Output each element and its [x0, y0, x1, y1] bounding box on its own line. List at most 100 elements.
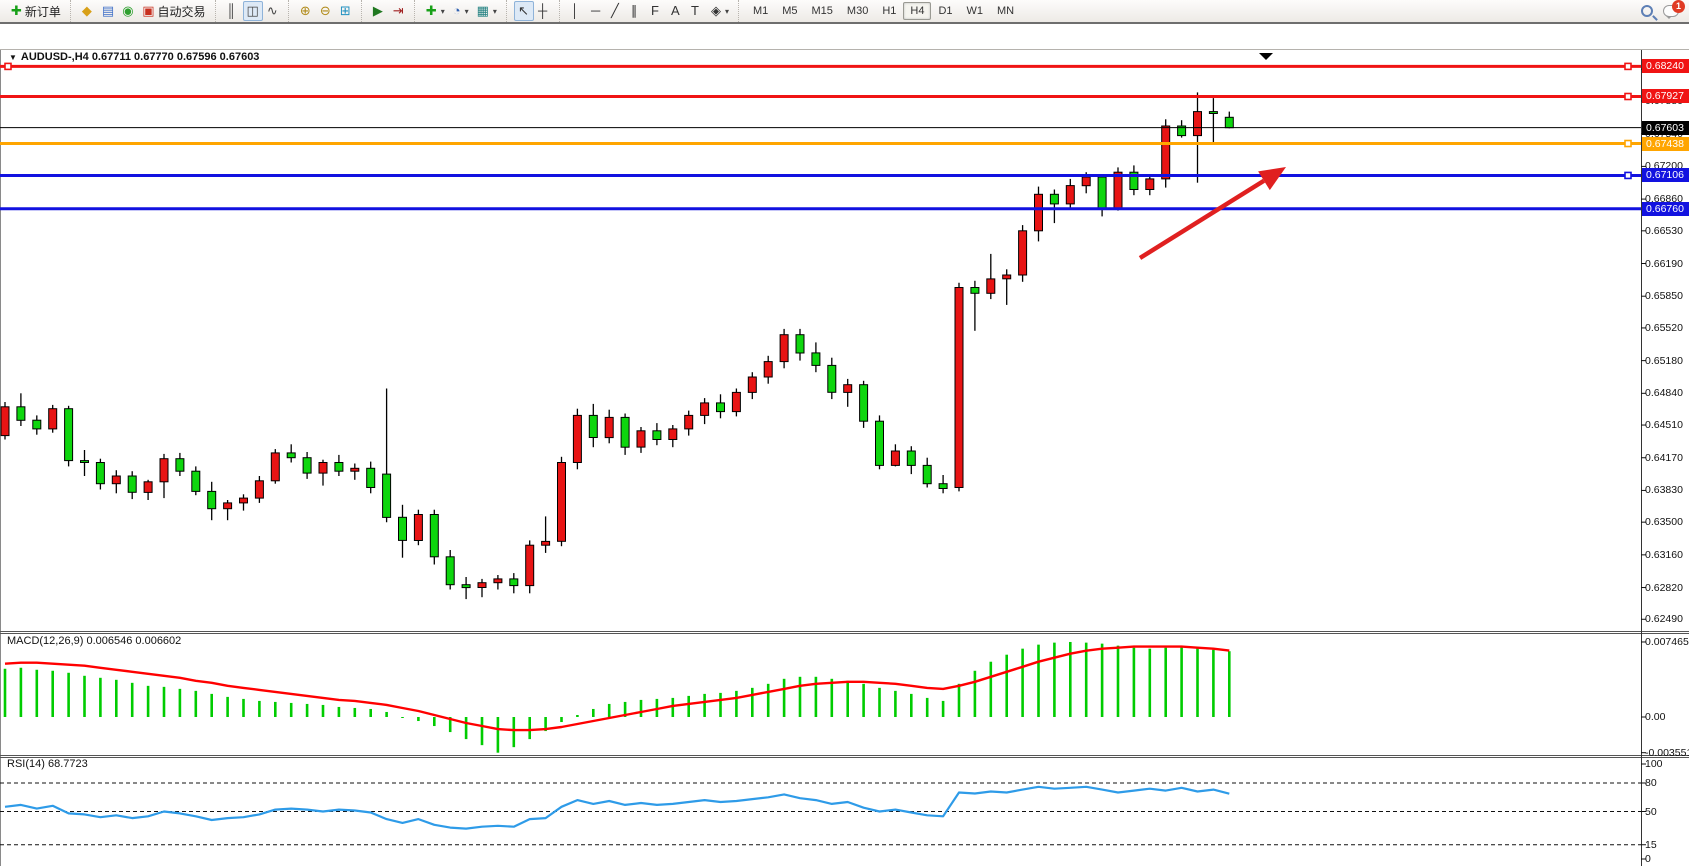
- text-icon[interactable]: A: [667, 1, 687, 21]
- chart-plot-area[interactable]: [0, 24, 1689, 866]
- macd-bar: [464, 717, 468, 740]
- candle-bull: [1002, 274, 1012, 280]
- zoom-in-icon[interactable]: ⊕: [296, 1, 316, 21]
- macd-bar: [1084, 642, 1088, 717]
- candle-bear: [938, 483, 948, 490]
- data-window-icon[interactable]: ▤: [98, 1, 118, 21]
- toolbar-groups: ✚ 新订单 ◆ ▤ ◉ ▣ 自动交易 ║ ◫ ∿ ⊕ ⊖ ⊞ ▶ ⇥ ✚ ▾ ◔ ▾ ▦ ▾ ↖ ┼ │ ─ ╱ ∥ F A T ◈ ▾: [0, 0, 738, 22]
- price-scale-tick: 0.64170: [1645, 451, 1683, 464]
- bar-chart-icon[interactable]: ║: [223, 1, 243, 21]
- arrows-tool-icon[interactable]: ◈ ▾: [707, 1, 733, 21]
- macd-bar: [448, 717, 452, 733]
- candle-bear: [906, 450, 916, 466]
- macd-bar: [1228, 651, 1231, 717]
- price-label-0.67603: 0.67603: [1642, 120, 1689, 135]
- candle-bear: [382, 473, 392, 518]
- templates-icon[interactable]: ▦ ▾: [473, 1, 501, 21]
- hline-handle-0.67106[interactable]: [1624, 171, 1632, 180]
- auto-trading-button[interactable]: ▣ 自动交易: [138, 1, 209, 21]
- search-icon[interactable]: [1641, 5, 1653, 17]
- candle-bear: [875, 420, 884, 466]
- indicators-icon[interactable]: ✚ ▾: [422, 1, 449, 21]
- macd-bar: [242, 698, 245, 717]
- timeframe-h4[interactable]: H4: [903, 2, 932, 20]
- macd-bar: [798, 676, 802, 717]
- price-scale-tick: 0.66190: [1645, 257, 1683, 270]
- periods-icon-dropdown[interactable]: ▾: [464, 6, 469, 16]
- timeframe-m5[interactable]: M5: [782, 5, 798, 17]
- timeframe-mn[interactable]: MN: [997, 5, 1015, 17]
- trendline-icon: ╱: [610, 3, 619, 18]
- arrows-tool-icon-dropdown[interactable]: ▾: [724, 6, 729, 16]
- timeframe-h1[interactable]: H1: [882, 5, 897, 17]
- templates-icon: ▦: [476, 3, 489, 18]
- hline-handle-0.68240[interactable]: [4, 62, 12, 71]
- timeframe-w1[interactable]: W1: [966, 5, 984, 17]
- hline-handle-0.67927[interactable]: [1624, 92, 1632, 101]
- macd-bar: [735, 690, 738, 717]
- chart-title-text: AUDUSD-,H4 0.67711 0.67770 0.67596 0.676…: [20, 51, 260, 63]
- down-arrow-marker[interactable]: [1259, 53, 1273, 60]
- macd-bar: [989, 661, 993, 717]
- candle-bear: [1049, 193, 1059, 205]
- trendline-icon[interactable]: ╱: [607, 1, 627, 21]
- candle-bear: [127, 475, 137, 493]
- hline-handle-0.68240[interactable]: [1624, 62, 1632, 71]
- chart-shift-icon: ⇥: [392, 3, 404, 18]
- fibonacci-icon[interactable]: F: [647, 1, 667, 21]
- candle-bear: [588, 414, 598, 438]
- candle-bear: [80, 460, 89, 464]
- channel-icon[interactable]: ∥: [627, 1, 647, 21]
- chart-window[interactable]: ▼ AUDUSD-,H4 0.67711 0.67770 0.67596 0.6…: [0, 24, 1689, 866]
- timeframe-d1[interactable]: D1: [938, 5, 953, 17]
- horizontal-line-icon[interactable]: ─: [587, 1, 607, 21]
- cursor-icon[interactable]: ↖: [513, 1, 534, 21]
- auto-scroll-icon[interactable]: ▶: [369, 1, 389, 21]
- macd-bar: [703, 693, 706, 717]
- macd-histogram: [3, 641, 1231, 753]
- timeframe-m15[interactable]: M15: [811, 5, 833, 17]
- candle-bull: [747, 376, 757, 393]
- timeframe-m30[interactable]: M30: [846, 5, 869, 17]
- candle-bear: [429, 514, 439, 558]
- chat-icon[interactable]: 1: [1663, 0, 1685, 19]
- candlestick-chart-icon[interactable]: ◫: [242, 1, 263, 21]
- candle-bear: [827, 364, 837, 393]
- candle-bear: [445, 556, 455, 586]
- periods-icon[interactable]: ◔ ▾: [449, 1, 473, 21]
- candle-bull: [541, 540, 551, 546]
- trend-arrow-head[interactable]: [1258, 167, 1286, 191]
- candle-bear: [620, 416, 630, 448]
- macd-scale-tick: 0.00: [1645, 711, 1666, 723]
- chart-shift-icon[interactable]: ⇥: [389, 1, 409, 21]
- crosshair-icon[interactable]: ┼: [534, 1, 554, 21]
- toolbar-group-pointer: ↖ ┼: [505, 0, 559, 22]
- candle-bear: [1224, 116, 1234, 129]
- new-order-button[interactable]: ✚ 新订单: [7, 1, 65, 21]
- zoom-out-icon[interactable]: ⊖: [316, 1, 336, 21]
- chart-title-dropdown-icon[interactable]: ▼: [9, 52, 17, 62]
- candle-bear: [334, 462, 344, 472]
- indicators-icon-dropdown[interactable]: ▾: [440, 6, 445, 16]
- fibonacci-icon: F: [650, 3, 659, 18]
- trend-arrow-shaft[interactable]: [1138, 178, 1266, 260]
- label-icon[interactable]: T: [687, 1, 707, 21]
- candle-bull: [239, 497, 248, 504]
- price-label-0.66760: 0.66760: [1642, 201, 1689, 216]
- templates-icon-dropdown[interactable]: ▾: [492, 6, 497, 16]
- macd-bar: [178, 688, 182, 717]
- vertical-line-icon[interactable]: │: [567, 1, 587, 21]
- signals-icon[interactable]: ◉: [118, 1, 138, 21]
- candle-bear: [509, 578, 519, 587]
- timeframe-m1[interactable]: M1: [752, 5, 769, 17]
- auto-trading-button-label: 自动交易: [157, 4, 206, 19]
- line-chart-icon[interactable]: ∿: [263, 1, 283, 21]
- hline-handle-0.67438[interactable]: [1624, 139, 1632, 148]
- price-label-0.67106: 0.67106: [1642, 168, 1689, 183]
- market-watch-icon[interactable]: ◆: [78, 1, 98, 21]
- candle-bull: [477, 582, 487, 589]
- tile-windows-icon[interactable]: ⊞: [336, 1, 356, 21]
- candle-bull: [1081, 176, 1091, 187]
- periods-icon: ◔: [452, 3, 461, 18]
